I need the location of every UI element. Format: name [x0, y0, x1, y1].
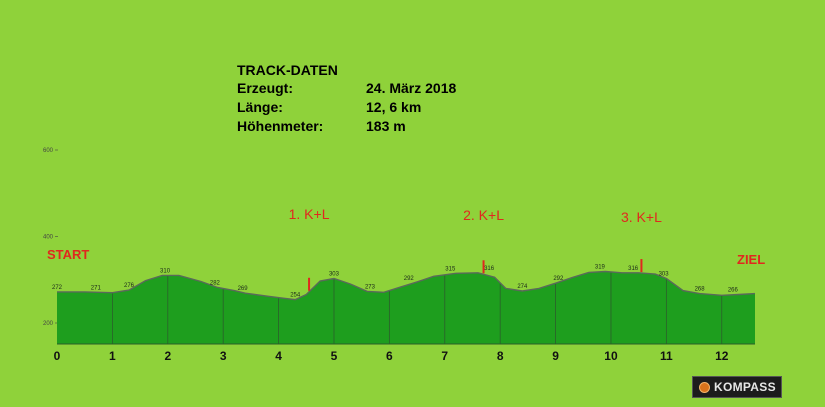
x-tick-label: 3	[220, 349, 227, 363]
elevation-label: 282	[210, 281, 221, 287]
track-data-title: TRACK-DATEN	[237, 62, 338, 78]
y-tick-label: 200	[43, 321, 54, 327]
start-label: START	[47, 247, 89, 262]
refreshment-stop-label: 2. K+L	[463, 207, 504, 223]
x-tick-label: 7	[441, 349, 448, 363]
elevation-label: 316	[628, 266, 639, 272]
x-tick-label: 10	[604, 349, 618, 363]
kompass-logo: KOMPASS	[692, 376, 782, 398]
y-tick-label: 600	[43, 148, 54, 154]
length-label: Länge:	[237, 99, 283, 115]
x-tick-label: 5	[331, 349, 338, 363]
x-tick-label: 1	[109, 349, 116, 363]
elevation-label: 274	[517, 284, 528, 290]
elevation-label: 266	[728, 287, 739, 293]
elevation-label: 268	[695, 287, 706, 293]
elevation-label: 303	[329, 271, 340, 277]
x-tick-label: 8	[497, 349, 504, 363]
length-value: 12, 6 km	[366, 99, 422, 115]
created-label: Erzeugt:	[237, 80, 293, 96]
elevation-label: 316	[484, 266, 495, 272]
elevation-label: 272	[52, 285, 63, 291]
refreshment-stop-label: 1. K+L	[289, 206, 330, 222]
x-tick-label: 12	[715, 349, 729, 363]
elevation-label: 254	[290, 293, 301, 299]
x-tick-label: 11	[660, 349, 673, 363]
elevation-area	[57, 271, 755, 344]
elevation-label: 303	[659, 271, 670, 277]
x-tick-label: 2	[164, 349, 171, 363]
elevation-gain-label: Höhenmeter:	[237, 118, 324, 134]
created-value: 24. März 2018	[366, 80, 457, 96]
elevation-label: 273	[365, 284, 376, 290]
kompass-brand-text: KOMPASS	[714, 380, 776, 394]
refreshment-stop-label: 3. K+L	[621, 209, 662, 225]
x-tick-label: 0	[54, 349, 61, 363]
compass-icon	[699, 381, 710, 393]
x-tick-label: 4	[275, 349, 282, 363]
elevation-label: 271	[91, 285, 102, 291]
elevation-label: 292	[404, 276, 415, 282]
elevation-label: 310	[160, 268, 171, 274]
elevation-gain-value: 183 m	[366, 118, 406, 134]
elevation-label: 269	[238, 286, 249, 292]
elevation-label: 292	[553, 276, 564, 282]
y-tick-label: 400	[43, 235, 54, 241]
elevation-label: 319	[595, 265, 606, 271]
x-tick-label: 9	[552, 349, 559, 363]
x-tick-label: 6	[386, 349, 393, 363]
elevation-label: 276	[124, 283, 135, 289]
elevation-line	[57, 270, 756, 301]
elevation-label: 315	[445, 266, 456, 272]
end-label: ZIEL	[737, 252, 765, 267]
